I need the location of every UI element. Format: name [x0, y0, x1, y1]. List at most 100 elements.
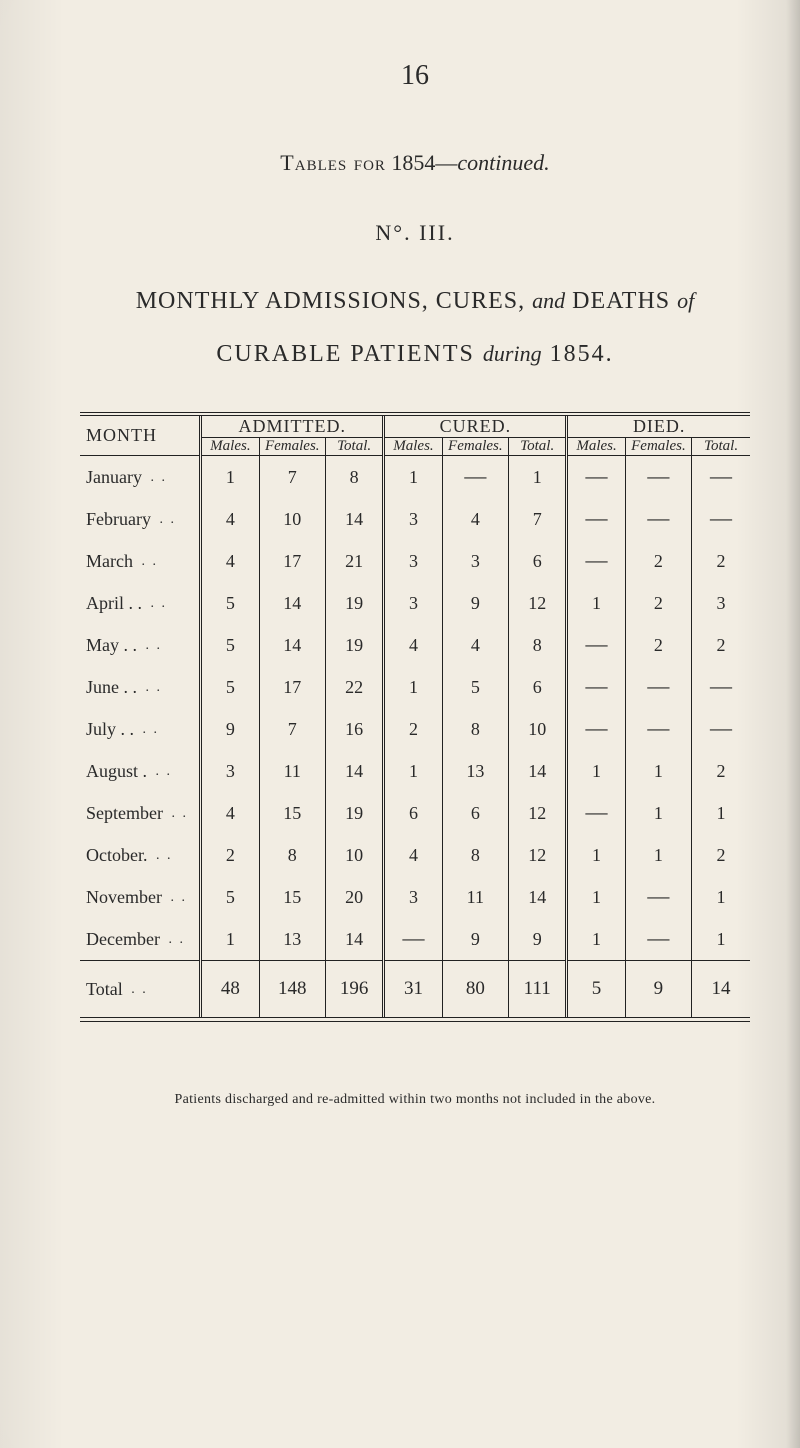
month-name: September [86, 803, 163, 823]
data-cell: 1 [384, 456, 442, 498]
data-cell: 1 [509, 456, 567, 498]
data-cell: 1 [567, 918, 625, 961]
data-cell: 8 [442, 708, 508, 750]
dash: — [464, 463, 486, 488]
dash: — [586, 631, 608, 656]
data-cell: 5 [201, 666, 259, 708]
data-cell: — [442, 456, 508, 498]
data-cell: 14 [325, 498, 383, 540]
month-dots: . . [164, 932, 185, 947]
sub-8: Total. [692, 438, 750, 456]
col-month-header: MONTH [80, 416, 201, 456]
data-cell: 1 [567, 582, 625, 624]
table-bottom-rule-2 [80, 1021, 750, 1022]
month-name: November [86, 887, 162, 907]
month-cell: July . . . . [80, 708, 201, 750]
data-cell: 8 [509, 624, 567, 666]
month-dots: . . [166, 890, 187, 905]
month-name: December [86, 929, 160, 949]
data-cell: 13 [442, 750, 508, 792]
month-name: August . [86, 761, 147, 781]
data-cell: 3 [384, 540, 442, 582]
tot-5: 111 [509, 961, 567, 1017]
data-cell: 4 [201, 498, 259, 540]
table-row: April . . . .514193912123 [80, 582, 750, 624]
caption-suffix: continued. [457, 150, 549, 175]
data-cell: 8 [259, 834, 325, 876]
data-cell: 6 [384, 792, 442, 834]
tot-1: 148 [259, 961, 325, 1017]
data-cell: 14 [509, 750, 567, 792]
table-foot: Total . . 48 148 196 31 80 111 5 9 14 [80, 961, 750, 1017]
month-name: March [86, 551, 133, 571]
data-cell: — [692, 456, 750, 498]
dash: — [402, 925, 424, 950]
group-admitted: ADMITTED. [201, 416, 384, 438]
data-cell: — [625, 498, 691, 540]
data-cell: 7 [509, 498, 567, 540]
month-cell: January . . [80, 456, 201, 498]
month-dots: . . [147, 596, 168, 611]
table-row: October. . .28104812112 [80, 834, 750, 876]
data-cell: 1 [567, 876, 625, 918]
data-cell: 2 [625, 540, 691, 582]
sub-7: Females. [625, 438, 691, 456]
total-label-cell: Total . . [80, 961, 201, 1017]
data-cell: 1 [692, 876, 750, 918]
data-cell: 6 [509, 666, 567, 708]
title2-c: 1854. [542, 341, 614, 367]
month-name: February [86, 509, 151, 529]
data-cell: 5 [201, 624, 259, 666]
data-cell: 12 [509, 834, 567, 876]
sub-5: Total. [509, 438, 567, 456]
data-cell: — [567, 624, 625, 666]
title1-d: of [677, 288, 694, 313]
month-dots: . . [142, 680, 163, 695]
data-cell: 2 [625, 624, 691, 666]
tot-8: 14 [692, 961, 750, 1017]
month-name: October. [86, 845, 147, 865]
data-cell: — [692, 666, 750, 708]
data-cell: — [567, 540, 625, 582]
data-cell: 7 [259, 708, 325, 750]
data-cell: 1 [625, 792, 691, 834]
dash: — [586, 673, 608, 698]
title-line-2: CURABLE PATIENTS during 1854. [80, 341, 750, 368]
data-cell: 6 [442, 792, 508, 834]
data-cell: 19 [325, 582, 383, 624]
total-label: Total [86, 979, 123, 999]
data-cell: — [567, 792, 625, 834]
dash: — [710, 463, 732, 488]
data-cell: 5 [201, 876, 259, 918]
data-cell: — [567, 666, 625, 708]
tot-3: 31 [384, 961, 442, 1017]
table-number: N°. III. [80, 220, 750, 246]
month-dots: . . [155, 512, 176, 527]
title1-c: DEATHS [565, 288, 677, 314]
group-died: DIED. [567, 416, 750, 438]
tot-4: 80 [442, 961, 508, 1017]
tot-6: 5 [567, 961, 625, 1017]
data-cell: 4 [384, 834, 442, 876]
table-row: June . . . .51722156——— [80, 666, 750, 708]
title-line-1: MONTHLY ADMISSIONS, CURES, and DEATHS of [80, 288, 750, 315]
sub-4: Females. [442, 438, 508, 456]
data-cell: 3 [442, 540, 508, 582]
total-dots: . . [127, 982, 148, 997]
tot-0: 48 [201, 961, 259, 1017]
data-cell: — [625, 876, 691, 918]
data-cell: 1 [201, 456, 259, 498]
tables-caption: Tables for 1854—continued. [80, 150, 750, 176]
sub-1: Females. [259, 438, 325, 456]
document-page: 16 Tables for 1854—continued. N°. III. M… [0, 0, 800, 1448]
data-cell: 17 [259, 540, 325, 582]
month-dots: . . [139, 722, 160, 737]
month-name: January [86, 467, 142, 487]
month-cell: March . . [80, 540, 201, 582]
data-cell: 4 [442, 498, 508, 540]
sub-3: Males. [384, 438, 442, 456]
data-cell: 4 [201, 540, 259, 582]
sub-0: Males. [201, 438, 259, 456]
dash: — [647, 673, 669, 698]
table-row: March . .41721336—22 [80, 540, 750, 582]
